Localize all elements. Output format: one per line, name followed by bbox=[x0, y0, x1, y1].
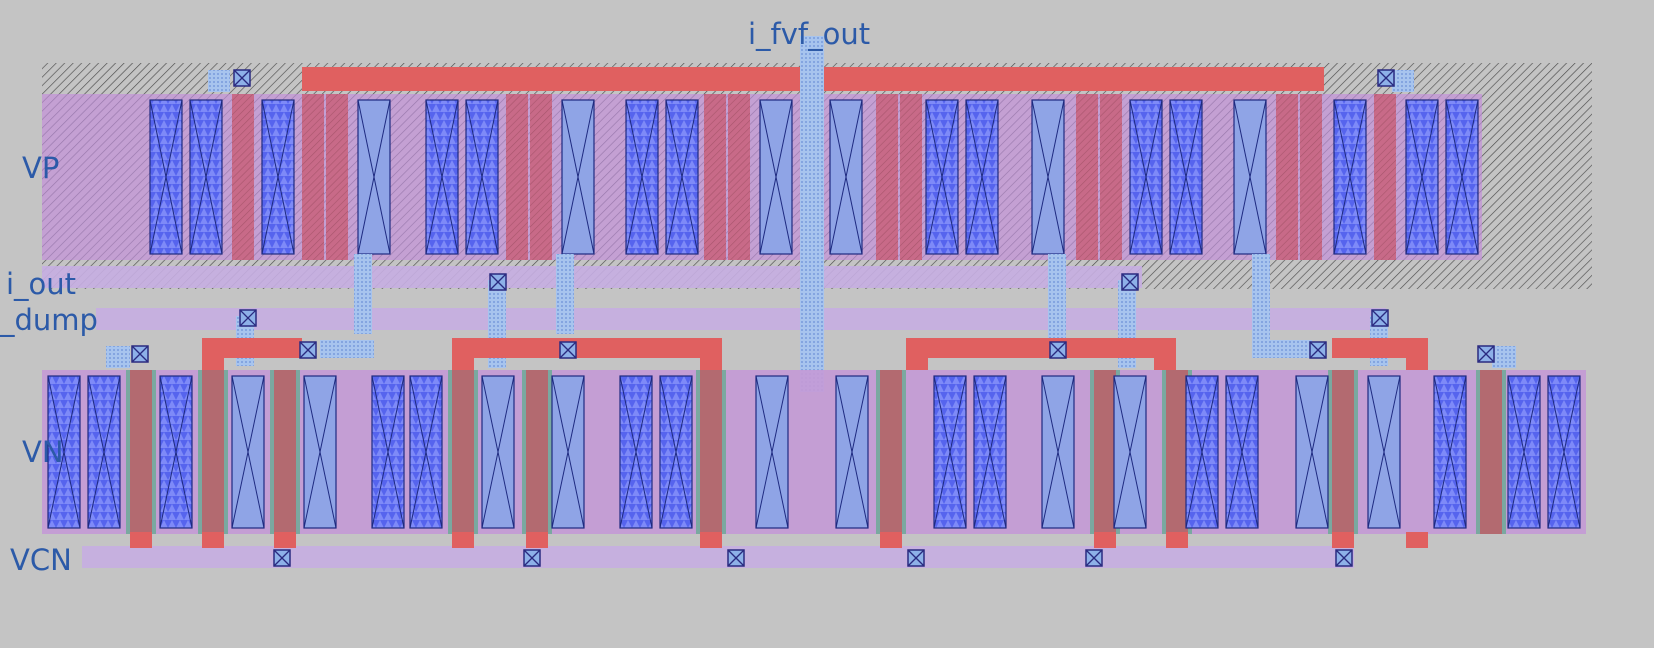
nmos-poly-edge bbox=[270, 370, 274, 534]
poly-header-leg bbox=[202, 338, 224, 370]
poly-stub bbox=[700, 532, 722, 548]
nmos-poly-edge bbox=[1162, 370, 1166, 534]
poly-stub bbox=[202, 532, 224, 548]
pmos-poly-finger bbox=[1076, 94, 1098, 260]
pmos-poly-finger bbox=[900, 94, 922, 260]
metal2-jumper bbox=[1252, 340, 1312, 358]
poly-stub bbox=[1406, 532, 1428, 548]
nmos-poly-edge bbox=[126, 370, 130, 534]
vn-label: VN bbox=[22, 435, 64, 469]
nmos-poly-edge bbox=[1090, 370, 1094, 534]
poly-header-leg bbox=[1154, 338, 1176, 370]
metal1-vcn-rail bbox=[82, 546, 1354, 568]
poly-stub bbox=[1094, 532, 1116, 548]
poly-header-leg bbox=[452, 338, 474, 370]
metal2-tab bbox=[106, 346, 130, 368]
nmos-poly-finger bbox=[700, 370, 722, 534]
i-fvf-out-label: i_fvf_out bbox=[748, 17, 870, 51]
nmos-poly-edge bbox=[224, 370, 228, 534]
metal2-tab bbox=[1492, 346, 1516, 368]
poly-stub bbox=[130, 532, 152, 548]
layout-geometry bbox=[42, 36, 1592, 568]
nmos-poly-finger bbox=[452, 370, 474, 534]
pmos-poly-finger bbox=[302, 94, 324, 260]
metal2-tab bbox=[1392, 70, 1414, 92]
pmos-poly-finger bbox=[232, 94, 254, 260]
dump-label: _dump bbox=[0, 303, 98, 337]
metal2-tab bbox=[208, 70, 230, 92]
nmos-poly-edge bbox=[1476, 370, 1480, 534]
nmos-poly-edge bbox=[448, 370, 452, 534]
nmos-poly-edge bbox=[1502, 370, 1506, 534]
nmos-poly-finger bbox=[202, 370, 224, 534]
nmos-poly-finger bbox=[130, 370, 152, 534]
poly-header-leg bbox=[700, 338, 722, 370]
metal1-i-out-rail bbox=[42, 266, 1142, 288]
poly-header-leg bbox=[1406, 338, 1428, 370]
nmos-poly-finger bbox=[1332, 370, 1354, 534]
pmos-poly-finger bbox=[326, 94, 348, 260]
nmos-poly-edge bbox=[876, 370, 880, 534]
vp-label: VP bbox=[22, 151, 59, 185]
poly-stub bbox=[452, 532, 474, 548]
poly-stub bbox=[1166, 532, 1188, 548]
pmos-poly-finger bbox=[1300, 94, 1322, 260]
nmos-poly-finger bbox=[1094, 370, 1116, 534]
metal2-strap bbox=[556, 254, 574, 334]
nmos-poly-edge bbox=[474, 370, 478, 534]
pmos-poly-finger bbox=[506, 94, 528, 260]
nmos-poly-finger bbox=[274, 370, 296, 534]
pmos-poly-finger bbox=[1374, 94, 1396, 260]
nmos-poly-edge bbox=[696, 370, 700, 534]
nmos-poly-edge bbox=[296, 370, 300, 534]
nmos-poly-edge bbox=[1354, 370, 1358, 534]
poly-stub bbox=[1332, 532, 1354, 548]
metal2-strap bbox=[354, 254, 372, 334]
pmos-poly-finger bbox=[876, 94, 898, 260]
nmos-poly-finger bbox=[1480, 370, 1502, 534]
poly-stub bbox=[526, 532, 548, 548]
nmos-poly-finger bbox=[526, 370, 548, 534]
pmos-poly-finger bbox=[704, 94, 726, 260]
poly-header-leg bbox=[906, 338, 928, 370]
pmos-poly-finger bbox=[1100, 94, 1122, 260]
poly-header bbox=[906, 338, 1176, 358]
metal2-jumper bbox=[320, 340, 374, 358]
metal1-dump-rail bbox=[96, 308, 1386, 330]
i-out-label: i_out bbox=[6, 267, 76, 301]
nmos-poly-edge bbox=[522, 370, 526, 534]
poly-header bbox=[452, 338, 722, 358]
nmos-poly-edge bbox=[152, 370, 156, 534]
pmos-poly-finger bbox=[1276, 94, 1298, 260]
nmos-poly-finger bbox=[880, 370, 902, 534]
metal2-fvf-out-strap bbox=[800, 36, 824, 392]
poly-stub bbox=[880, 532, 902, 548]
nmos-poly-finger bbox=[1166, 370, 1188, 534]
nmos-poly-edge bbox=[722, 370, 726, 534]
vcn-label: VCN bbox=[10, 543, 72, 577]
poly-stub bbox=[274, 532, 296, 548]
nmos-poly-edge bbox=[198, 370, 202, 534]
pmos-poly-finger bbox=[530, 94, 552, 260]
nmos-poly-edge bbox=[902, 370, 906, 534]
pmos-poly-finger bbox=[728, 94, 750, 260]
